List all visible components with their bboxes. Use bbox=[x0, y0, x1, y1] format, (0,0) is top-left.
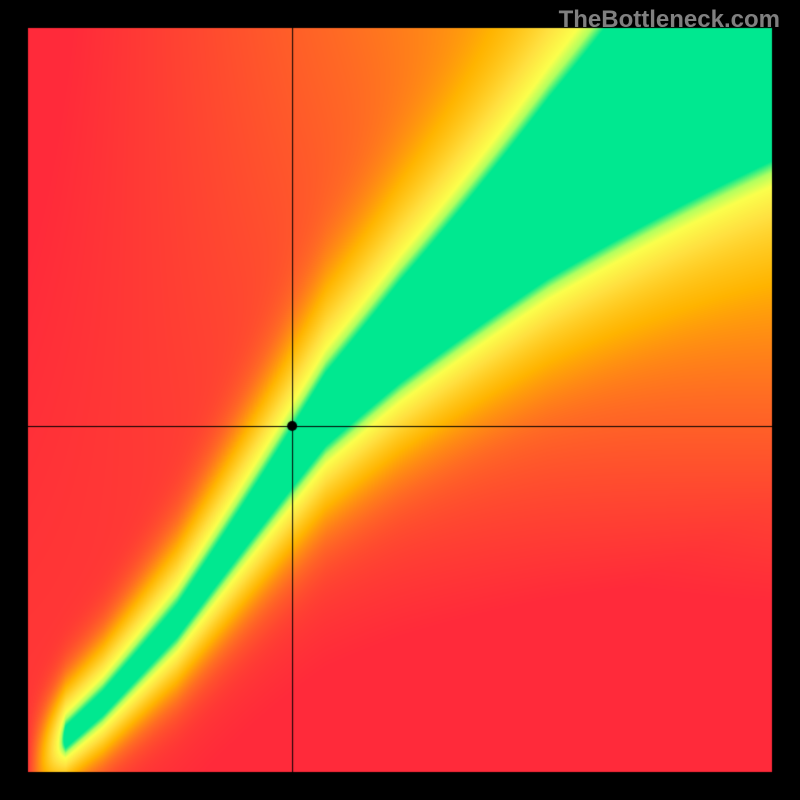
watermark-text: TheBottleneck.com bbox=[559, 6, 780, 34]
heatmap-canvas bbox=[0, 0, 800, 800]
chart-container: TheBottleneck.com bbox=[0, 0, 800, 800]
